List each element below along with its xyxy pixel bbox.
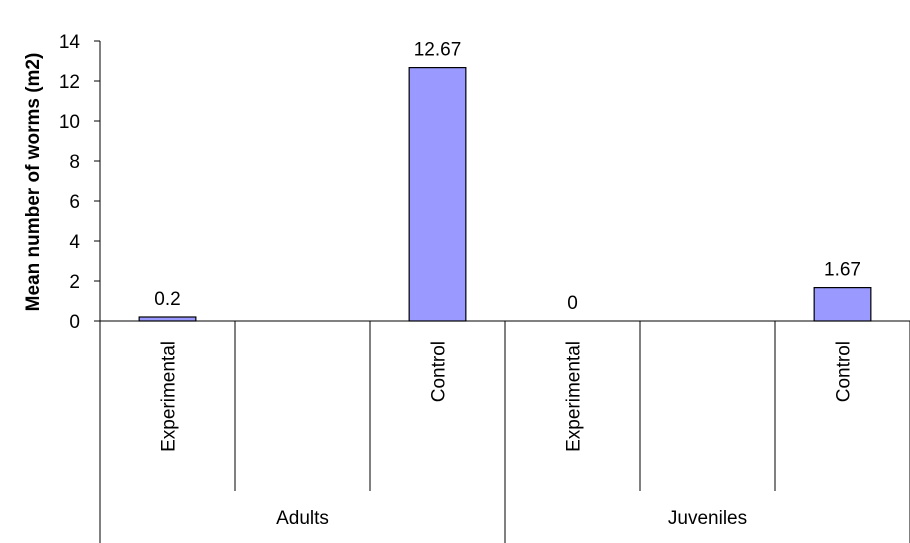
bar (138, 316, 197, 322)
y-tick-label: 12 (59, 72, 80, 93)
y-tick-label: 2 (69, 272, 80, 293)
data-label: 0 (567, 293, 578, 314)
y-tick-label: 10 (59, 112, 80, 133)
bar (813, 287, 872, 322)
category-label: Experimental (564, 341, 585, 452)
y-tick-label: 6 (69, 192, 80, 213)
group-label: Juveniles (668, 508, 747, 529)
y-tick-label: 0 (69, 312, 80, 333)
category-label: Control (429, 341, 450, 402)
data-label: 0.2 (154, 289, 180, 310)
y-tick-label: 14 (59, 32, 81, 53)
data-label: 12.67 (414, 40, 462, 61)
group-label: Adults (276, 508, 329, 529)
y-tick-label: 4 (69, 232, 80, 253)
y-tick-label: 8 (69, 152, 80, 173)
category-label: Experimental (159, 341, 180, 452)
bar (408, 66, 467, 322)
plot-area: 0 2 4 6 8 10 12 14 0.2 Experimental 12.67 Control 0 E… (59, 32, 910, 543)
y-axis-title: Mean number of worms (m2) (23, 53, 44, 312)
category-label: Control (834, 341, 855, 402)
data-label: 1.67 (824, 260, 861, 281)
